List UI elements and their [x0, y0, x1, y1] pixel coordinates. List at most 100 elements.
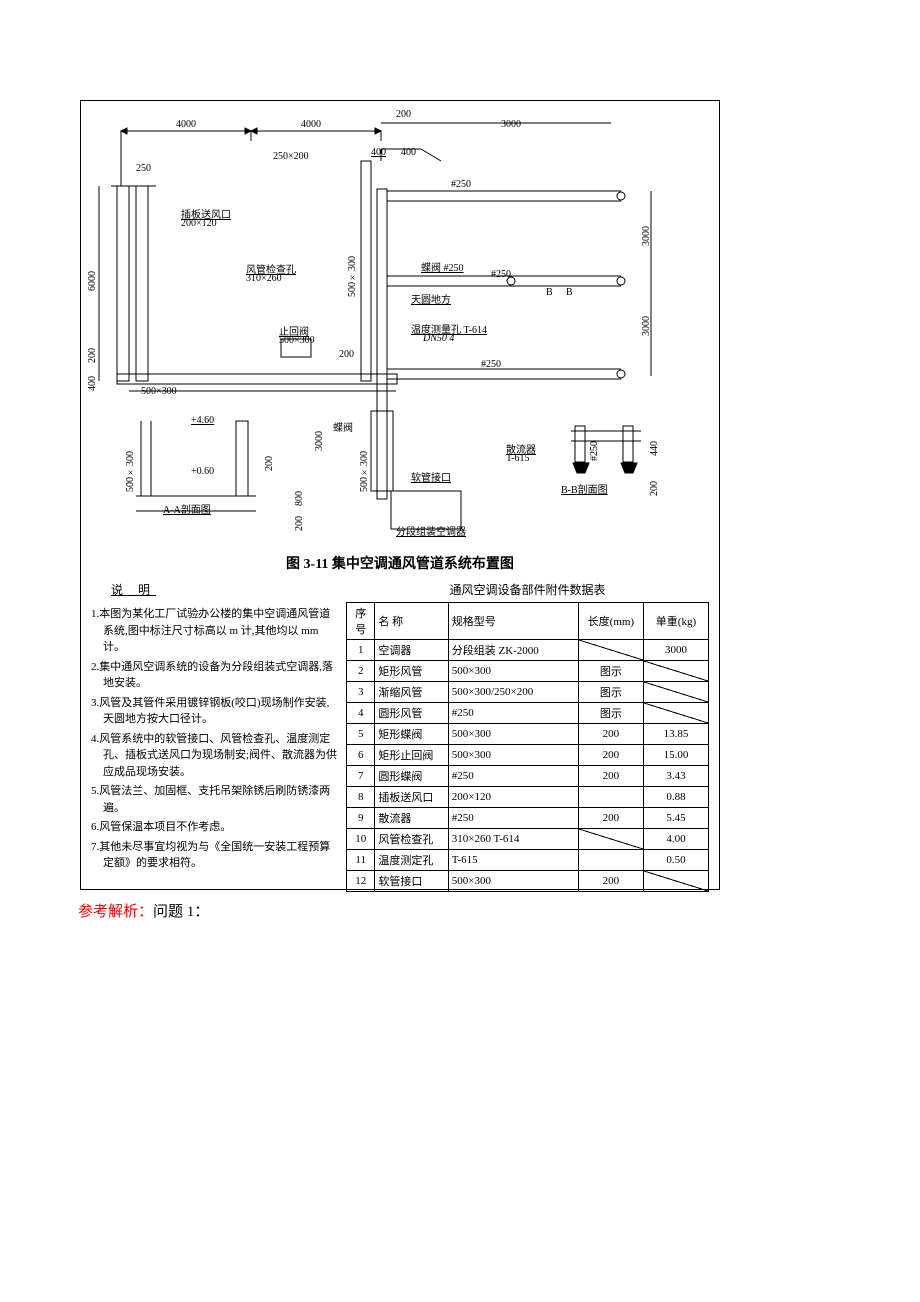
answer-text: 问题 1： — [153, 904, 209, 920]
label: A-A剖面图 — [163, 501, 211, 516]
answer-line: 参考解析：问题 1： — [78, 900, 209, 921]
table-cell: 8 — [347, 787, 375, 808]
content-row: 说 明 1.本图为某化工厂试验办公楼的集中空调通风管道系统,图中标注尺寸标高以 … — [81, 581, 719, 892]
dim: +4.60 — [191, 415, 214, 426]
note-item: 2.集中通风空调系统的设备为分段组装式空调器,落地安装。 — [91, 659, 338, 692]
table-cell: 6 — [347, 745, 375, 766]
dim: 500×300 — [125, 451, 136, 492]
table-cell: 13.85 — [643, 724, 708, 745]
table-row: 3渐缩风管500×300/250×200图示 — [347, 682, 709, 703]
table-cell: 9 — [347, 808, 375, 829]
table-cell — [643, 871, 708, 892]
dim: 4000 — [176, 119, 196, 130]
th-name: 名 称 — [375, 603, 448, 640]
label: 分段组装空调器 — [396, 523, 466, 538]
table-cell: 500×300 — [448, 661, 578, 682]
table-cell: #250 — [448, 703, 578, 724]
dim: 250 — [136, 163, 151, 174]
table-cell: 3.43 — [643, 766, 708, 787]
table-cell: 图示 — [578, 703, 643, 724]
label: 软管接口 — [411, 469, 451, 484]
dim: 200 — [649, 481, 660, 496]
table-cell: 图示 — [578, 661, 643, 682]
table-row: 10风管检查孔310×260 T-6144.00 — [347, 829, 709, 850]
dim: 310×260 — [246, 273, 282, 284]
dim: 250×200 — [273, 151, 309, 162]
table-cell: 分段组装 ZK-2000 — [448, 640, 578, 661]
table-cell: 圆形蝶阀 — [375, 766, 448, 787]
dim: #250 — [451, 179, 471, 190]
table-cell: 1 — [347, 640, 375, 661]
table-cell: 2 — [347, 661, 375, 682]
table-cell: 7 — [347, 766, 375, 787]
note-item: 4.风管系统中的软管接口、风管检查孔、温度测定孔、插板式送风口为现场制安;阀件、… — [91, 731, 338, 781]
dim: 200 — [87, 348, 98, 363]
table-cell: 矩形蝶阀 — [375, 724, 448, 745]
table-cell: 4 — [347, 703, 375, 724]
dim: 800 — [294, 491, 305, 506]
dim: 3000 — [314, 431, 325, 451]
table-cell: 200 — [578, 808, 643, 829]
table-row: 7圆形蝶阀#2502003.43 — [347, 766, 709, 787]
note-item: 5.风管法兰、加固框、支托吊架除锈后刷防锈漆两遍。 — [91, 783, 338, 816]
table-row: 9散流器#2502005.45 — [347, 808, 709, 829]
table-cell: 500×300 — [448, 724, 578, 745]
table-cell: #250 — [448, 766, 578, 787]
table-row: 4圆形风管#250图示 — [347, 703, 709, 724]
table-cell: 12 — [347, 871, 375, 892]
table-row: 1空调器分段组装 ZK-20003000 — [347, 640, 709, 661]
duct-layout-svg — [81, 101, 721, 541]
table-row: 6矩形止回阀500×30020015.00 — [347, 745, 709, 766]
diagram-container: 4000 4000 200 3000 250×200 250 400 400 #… — [80, 100, 720, 890]
label: 天圆地方 — [411, 291, 451, 306]
dim: T-615 — [506, 453, 530, 464]
table-cell: 风管检查孔 — [375, 829, 448, 850]
table-cell: 10 — [347, 829, 375, 850]
table-row: 5矩形蝶阀500×30020013.85 — [347, 724, 709, 745]
dim: 3000 — [641, 316, 652, 336]
table-cell: 4.00 — [643, 829, 708, 850]
dim: #250 — [491, 269, 511, 280]
table-cell: T-615 — [448, 850, 578, 871]
table-row: 11温度测定孔T-6150.50 — [347, 850, 709, 871]
dim: 500×300 — [141, 386, 177, 397]
parts-table: 序号 名 称 规格型号 长度(mm) 单重(kg) 1空调器分段组装 ZK-20… — [346, 602, 709, 892]
dim: #250 — [589, 441, 600, 461]
th-seq: 序号 — [347, 603, 375, 640]
table-cell: 0.88 — [643, 787, 708, 808]
note-item: 6.风管保温本项目不作考虑。 — [91, 819, 338, 836]
table-cell: 500×300 — [448, 871, 578, 892]
marker: B — [566, 287, 573, 298]
table-cell: 15.00 — [643, 745, 708, 766]
table-cell: 0.50 — [643, 850, 708, 871]
table-cell — [643, 703, 708, 724]
dim: 400 — [401, 147, 416, 158]
th-wt: 单重(kg) — [643, 603, 708, 640]
table-cell: 500×300 — [448, 745, 578, 766]
table-title: 通风空调设备部件附件数据表 — [346, 581, 709, 598]
table-cell — [578, 829, 643, 850]
dim: DN50 4 — [423, 333, 454, 344]
table-cell: 200 — [578, 766, 643, 787]
notes-title: 说 明 — [91, 581, 338, 598]
dim: 440 — [649, 441, 660, 456]
table-cell: 插板送风口 — [375, 787, 448, 808]
dim: +0.60 — [191, 466, 214, 477]
dim: 500×300 — [359, 451, 370, 492]
table-cell: 矩形止回阀 — [375, 745, 448, 766]
table-cell: 11 — [347, 850, 375, 871]
dim: 6000 — [87, 271, 98, 291]
note-item: 3.风管及其管件采用镀锌钢板(咬口)现场制作安装,天圆地方按大口径计。 — [91, 695, 338, 728]
dim: 200 — [396, 109, 411, 120]
table-cell — [578, 787, 643, 808]
marker: B — [546, 287, 553, 298]
table-cell: #250 — [448, 808, 578, 829]
table-header-row: 序号 名 称 规格型号 长度(mm) 单重(kg) — [347, 603, 709, 640]
notes-column: 说 明 1.本图为某化工厂试验办公楼的集中空调通风管道系统,图中标注尺寸标高以 … — [91, 581, 346, 892]
dim: 3000 — [641, 226, 652, 246]
label: 蝶阀 #250 — [421, 259, 464, 274]
dim: 400 — [371, 147, 386, 158]
table-cell: 200×120 — [448, 787, 578, 808]
table-cell — [643, 661, 708, 682]
table-column: 通风空调设备部件附件数据表 序号 名 称 规格型号 长度(mm) 单重(kg) … — [346, 581, 709, 892]
